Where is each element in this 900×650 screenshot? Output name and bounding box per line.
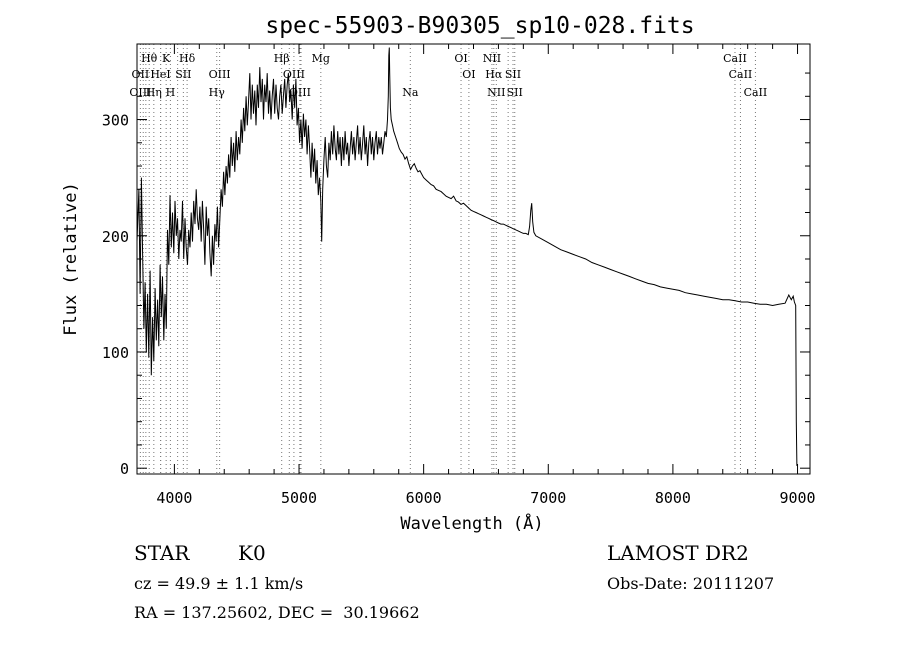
x-tick-label: 4000 (156, 489, 192, 507)
x-tick-label: 6000 (406, 489, 442, 507)
line-marker-label: OI (462, 68, 475, 81)
line-marker-label: Hγ (209, 86, 226, 99)
x-axis-label: Wavelength (Å) (400, 512, 543, 534)
y-axis-label: Flux (relative) (61, 182, 81, 336)
line-marker-label: Na (402, 86, 419, 99)
y-axis: 0 100 200 300 (102, 72, 810, 478)
line-marker-label: OIII (209, 68, 231, 81)
line-marker-label: CaII (729, 68, 753, 81)
y-tick-label: 100 (102, 344, 129, 362)
line-marker-label: SII (507, 86, 523, 99)
y-tick-label: 0 (120, 460, 129, 478)
x-tick-label: 7000 (530, 489, 566, 507)
line-marker-label: SII (175, 68, 191, 81)
coordinates: RA = 137.25602, DEC = 30.19662 (134, 603, 420, 622)
spectral-line-markers (139, 44, 756, 474)
line-marker-label: Hα (485, 68, 503, 81)
redshift-velocity: cz = 49.9 ± 1.1 km/s (134, 574, 304, 593)
x-tick-label: 9000 (779, 489, 815, 507)
chart-title: spec-55903-B90305_sp10-028.fits (265, 13, 694, 39)
spectrum-line (136, 47, 798, 466)
x-tick-label: 8000 (655, 489, 691, 507)
line-marker-label: Hβ (274, 52, 290, 65)
line-marker-label: Hδ (179, 52, 196, 65)
observation-date: Obs-Date: 20111207 (607, 574, 775, 593)
x-tick-label: 5000 (281, 489, 317, 507)
line-marker-label: CaII (744, 86, 768, 99)
line-marker-label: HeI (150, 68, 170, 81)
y-tick-label: 200 (102, 228, 129, 246)
line-marker-label: OIII (129, 86, 151, 99)
line-marker-label: K (162, 52, 171, 65)
object-class: STAR (134, 541, 190, 565)
line-marker-label: Hη (146, 86, 162, 99)
line-marker-label: CaII (723, 52, 747, 65)
x-axis: 4000 5000 6000 7000 8000 9000 (156, 44, 816, 507)
y-tick-label: 300 (102, 112, 129, 130)
line-marker-label: OIII (283, 68, 305, 81)
line-marker-label: H (166, 86, 176, 99)
object-subclass: K0 (238, 541, 266, 565)
line-marker-label: OII (132, 68, 150, 81)
line-marker-label: Mg (312, 52, 330, 65)
line-marker-label: SII (505, 68, 521, 81)
line-marker-label: NII (487, 86, 505, 99)
survey-name: LAMOST DR2 (607, 541, 749, 565)
line-marker-label: OIII (289, 86, 311, 99)
line-marker-label: Hθ (141, 52, 158, 65)
line-marker-label: NII (483, 52, 501, 65)
line-marker-label: OI (454, 52, 467, 65)
plot-frame (136, 43, 811, 475)
